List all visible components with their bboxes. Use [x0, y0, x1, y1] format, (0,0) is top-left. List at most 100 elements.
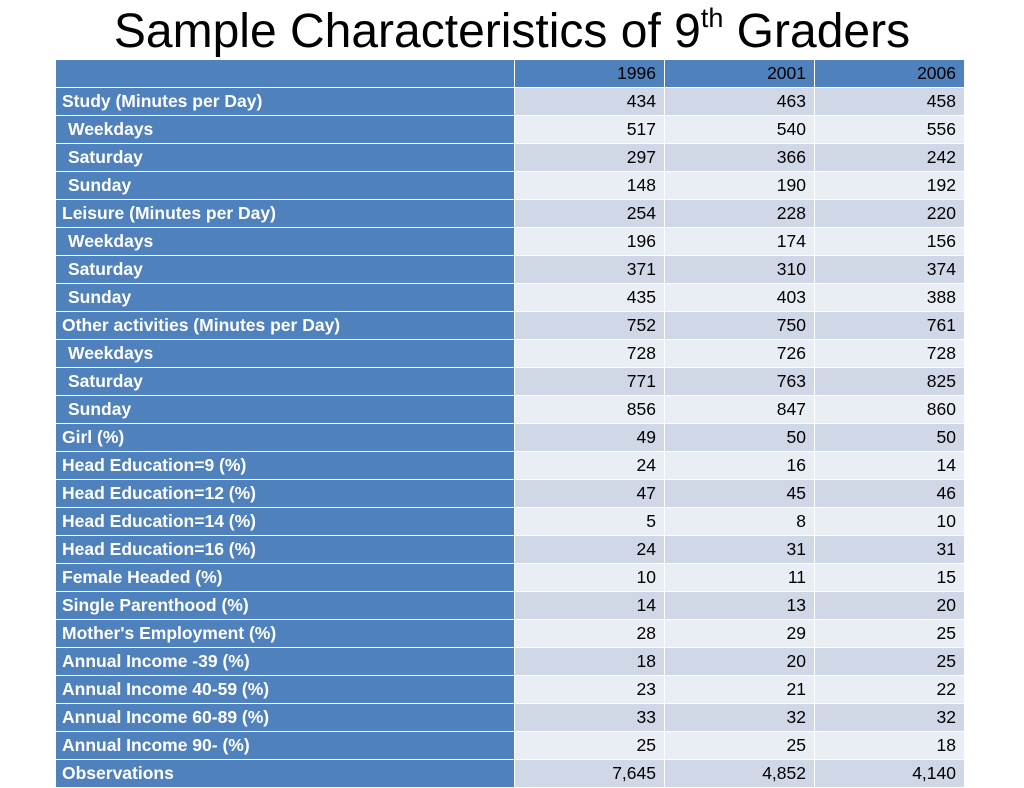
value-cell: 20 — [664, 647, 815, 676]
row-label: Head Education=14 (%) — [55, 507, 515, 536]
value-cell: 47 — [514, 479, 665, 508]
row-label: Annual Income 40-59 (%) — [55, 675, 515, 704]
row-label: Head Education=16 (%) — [55, 535, 515, 564]
value-cell: 366 — [664, 143, 815, 172]
value-cell: 156 — [814, 227, 965, 256]
title-tail: Graders — [723, 5, 911, 58]
table-row: Other activities (Minutes per Day) 752 750… — [55, 311, 965, 340]
value-cell: 374 — [814, 255, 965, 284]
row-label: Weekdays — [55, 115, 515, 144]
value-cell: 297 — [514, 143, 665, 172]
value-cell: 242 — [814, 143, 965, 172]
table-row: Sunday 856 847 860 — [55, 395, 965, 424]
row-label: Saturday — [55, 367, 515, 396]
table-row: Mother's Employment (%) 28 29 25 — [55, 619, 965, 648]
row-label: Sunday — [55, 171, 515, 200]
value-cell: 25 — [814, 619, 965, 648]
value-cell: 15 — [814, 563, 965, 592]
row-label: Annual Income -39 (%) — [55, 647, 515, 676]
table-row: Annual Income 40-59 (%) 23 21 22 — [55, 675, 965, 704]
value-cell: 14 — [514, 591, 665, 620]
table-row: Single Parenthood (%) 14 13 20 — [55, 591, 965, 620]
value-cell: 310 — [664, 255, 815, 284]
value-cell: 21 — [664, 675, 815, 704]
value-cell: 45 — [664, 479, 815, 508]
row-label: Head Education=12 (%) — [55, 479, 515, 508]
value-cell: 726 — [664, 339, 815, 368]
table-body: 1996 2001 2006 Study (Minutes per Day) 43… — [55, 59, 965, 788]
value-cell: 403 — [664, 283, 815, 312]
value-cell: 220 — [814, 199, 965, 228]
value-cell: 761 — [814, 311, 965, 340]
value-cell: 22 — [814, 675, 965, 704]
value-cell: 28 — [514, 619, 665, 648]
value-cell: 25 — [664, 731, 815, 760]
row-label: Sunday — [55, 395, 515, 424]
value-cell: 847 — [664, 395, 815, 424]
row-label: Sunday — [55, 283, 515, 312]
value-cell: 174 — [664, 227, 815, 256]
row-label: Saturday — [55, 255, 515, 284]
table-row: Annual Income -39 (%) 18 20 25 — [55, 647, 965, 676]
value-cell: 388 — [814, 283, 965, 312]
value-cell: 24 — [514, 451, 665, 480]
header-label-cell — [55, 59, 515, 88]
table-row: Head Education=16 (%) 24 31 31 — [55, 535, 965, 564]
table-row: Head Education=12 (%) 47 45 46 — [55, 479, 965, 508]
value-cell: 10 — [814, 507, 965, 536]
value-cell: 728 — [514, 339, 665, 368]
row-label: Girl (%) — [55, 423, 515, 452]
value-cell: 13 — [664, 591, 815, 620]
row-label: Annual Income 90- (%) — [55, 731, 515, 760]
value-cell: 458 — [814, 87, 965, 116]
value-cell: 4,852 — [664, 759, 815, 788]
value-cell: 5 — [514, 507, 665, 536]
value-cell: 556 — [814, 115, 965, 144]
value-cell: 4,140 — [814, 759, 965, 788]
header-year-2001: 2001 — [664, 59, 815, 88]
slide-title: Sample Characteristics of 9th Graders — [0, 0, 1024, 59]
table-row: Saturday 297 366 242 — [55, 143, 965, 172]
row-label: Head Education=9 (%) — [55, 451, 515, 480]
value-cell: 31 — [664, 535, 815, 564]
title-superscript: th — [700, 3, 724, 33]
value-cell: 16 — [664, 451, 815, 480]
value-cell: 33 — [514, 703, 665, 732]
characteristics-table: 1996 2001 2006 Study (Minutes per Day) 43… — [55, 59, 965, 788]
table-row: Weekdays 517 540 556 — [55, 115, 965, 144]
table-row: Study (Minutes per Day) 434 463 458 — [55, 87, 965, 116]
value-cell: 434 — [514, 87, 665, 116]
value-cell: 190 — [664, 171, 815, 200]
row-label: Saturday — [55, 143, 515, 172]
value-cell: 771 — [514, 367, 665, 396]
value-cell: 371 — [514, 255, 665, 284]
table-row: Leisure (Minutes per Day) 254 228 220 — [55, 199, 965, 228]
value-cell: 196 — [514, 227, 665, 256]
value-cell: 20 — [814, 591, 965, 620]
table-row: Sunday 435 403 388 — [55, 283, 965, 312]
row-label: Annual Income 60-89 (%) — [55, 703, 515, 732]
value-cell: 148 — [514, 171, 665, 200]
value-cell: 728 — [814, 339, 965, 368]
value-cell: 435 — [514, 283, 665, 312]
value-cell: 860 — [814, 395, 965, 424]
row-label: Other activities (Minutes per Day) — [55, 311, 515, 340]
table-row: Annual Income 90- (%) 25 25 18 — [55, 731, 965, 760]
value-cell: 8 — [664, 507, 815, 536]
value-cell: 228 — [664, 199, 815, 228]
value-cell: 517 — [514, 115, 665, 144]
value-cell: 25 — [514, 731, 665, 760]
value-cell: 14 — [814, 451, 965, 480]
row-label: Study (Minutes per Day) — [55, 87, 515, 116]
row-label: Single Parenthood (%) — [55, 591, 515, 620]
value-cell: 825 — [814, 367, 965, 396]
table-row: Sunday 148 190 192 — [55, 171, 965, 200]
value-cell: 50 — [664, 423, 815, 452]
title-main: Sample Characteristics of 9 — [113, 5, 701, 58]
table-row: Observations 7,645 4,852 4,140 — [55, 759, 965, 788]
header-year-1996: 1996 — [514, 59, 665, 88]
value-cell: 763 — [664, 367, 815, 396]
table-row: Female Headed (%) 10 11 15 — [55, 563, 965, 592]
value-cell: 25 — [814, 647, 965, 676]
table-row: Annual Income 60-89 (%) 33 32 32 — [55, 703, 965, 732]
